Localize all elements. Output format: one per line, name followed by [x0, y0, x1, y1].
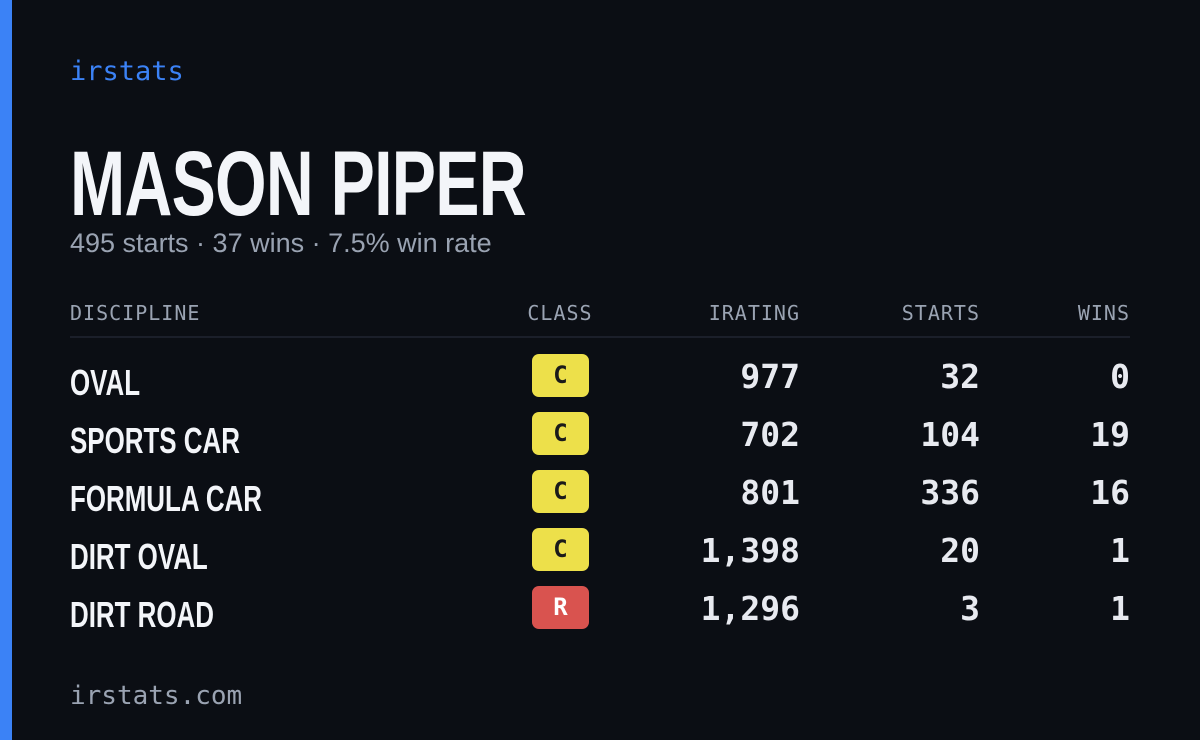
- discipline: OVAL: [70, 362, 141, 403]
- wins-value: 1: [1110, 589, 1130, 628]
- column-header: IRATING: [708, 301, 800, 325]
- discipline: DIRT ROAD: [70, 594, 214, 635]
- accent-bar: [0, 0, 12, 740]
- column-header: STARTS: [901, 301, 980, 325]
- wins-value: 19: [1090, 415, 1130, 454]
- wins-value: 1: [1110, 531, 1130, 570]
- footer: irstats.com: [70, 681, 243, 711]
- starts-value: 3: [960, 589, 980, 628]
- brand: irstats: [70, 56, 184, 87]
- wins-value: 16: [1090, 473, 1130, 512]
- header-rule: [70, 336, 1130, 338]
- column-header: WINS: [1077, 301, 1130, 325]
- discipline: DIRT OVAL: [70, 536, 208, 577]
- starts-value: 32: [940, 357, 980, 396]
- class-badge: R: [532, 586, 589, 629]
- irating-value: 1,296: [700, 589, 800, 628]
- class-badge: C: [532, 528, 589, 571]
- summary: 495 starts · 37 wins · 7.5% win rate: [70, 228, 492, 258]
- class-badge: C: [532, 412, 589, 455]
- class-badge: C: [532, 354, 589, 397]
- irating-value: 1,398: [700, 531, 800, 570]
- irating-value: 977: [740, 357, 800, 396]
- discipline: FORMULA CAR: [70, 478, 262, 519]
- starts-value: 104: [920, 415, 980, 454]
- starts-value: 336: [920, 473, 980, 512]
- column-header: DISCIPLINE: [70, 301, 201, 325]
- starts-value: 20: [940, 531, 980, 570]
- class-badge: C: [532, 470, 589, 513]
- column-header: CLASS: [527, 301, 593, 325]
- title: MASON PIPER: [70, 133, 527, 235]
- irating-value: 801: [740, 473, 800, 512]
- discipline: SPORTS CAR: [70, 420, 240, 461]
- wins-value: 0: [1110, 357, 1130, 396]
- irating-value: 702: [740, 415, 800, 454]
